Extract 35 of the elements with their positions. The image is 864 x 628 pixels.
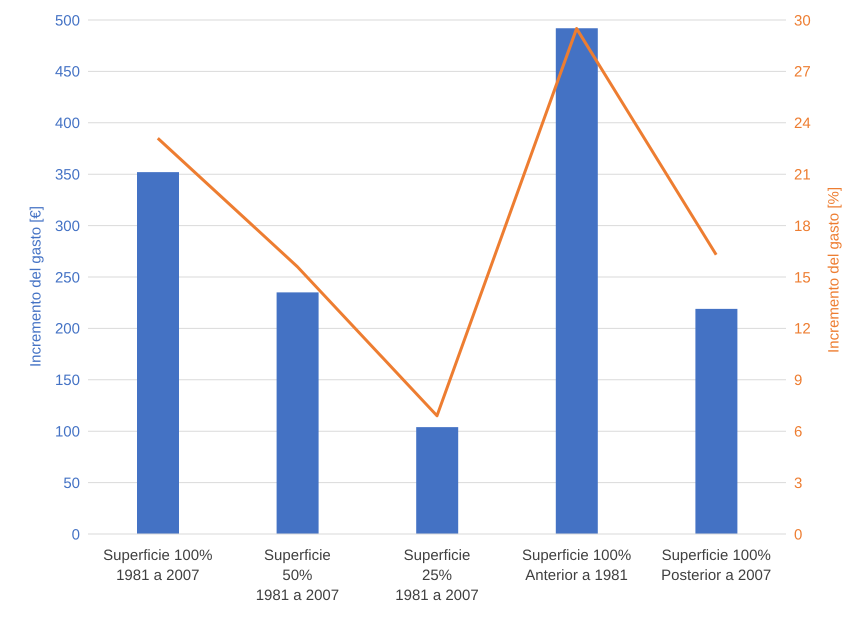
y2-tick-label: 24 [794,115,811,132]
y2-tick-label: 15 [794,269,811,286]
y2-tick-label: 27 [794,64,811,81]
y-tick-label: 150 [54,372,80,390]
bar [556,28,598,534]
bar [416,427,458,534]
x-tick-label: Superficie 100% Anterior a 1981 [522,547,632,584]
y-tick-label: 250 [54,269,80,286]
y2-tick-label: 0 [794,526,802,544]
y-tick-label: 200 [54,320,80,338]
bar [695,308,738,534]
x-tick-label: Superficie 100% Posterior a 2007 [661,547,772,584]
y2-tick-label: 12 [794,320,811,338]
y2-tick-label: 21 [794,166,811,184]
y2-tick-label: 3 [794,474,802,492]
y-tick-label: 50 [63,474,80,492]
x-tick-label: Superficie 25% 1981 a 2007 [395,547,479,604]
x-tick-label: Superficie 50% 1981 a 2007 [256,547,340,604]
y-tick-label: 100 [54,424,80,441]
y-axis-title: Incremento del gasto [€] [27,206,44,367]
bar [276,292,319,534]
bar [137,172,179,534]
y2-tick-label: 18 [794,218,811,235]
y-tick-label: 300 [54,218,80,235]
y-tick-label: 350 [54,166,80,184]
x-tick-label: Superficie 100% 1981 a 2007 [103,547,212,584]
y-tick-label: 400 [54,115,80,132]
y-tick-label: 500 [54,12,80,30]
y2-tick-label: 6 [794,424,802,441]
line-series [156,27,718,418]
y2-tick-label: 30 [794,12,811,30]
y2-tick-label: 9 [794,372,802,390]
y-tick-label: 0 [72,526,80,544]
y-tick-label: 450 [54,64,80,81]
y2-axis-title: Incremento del gasto [%] [825,187,842,353]
